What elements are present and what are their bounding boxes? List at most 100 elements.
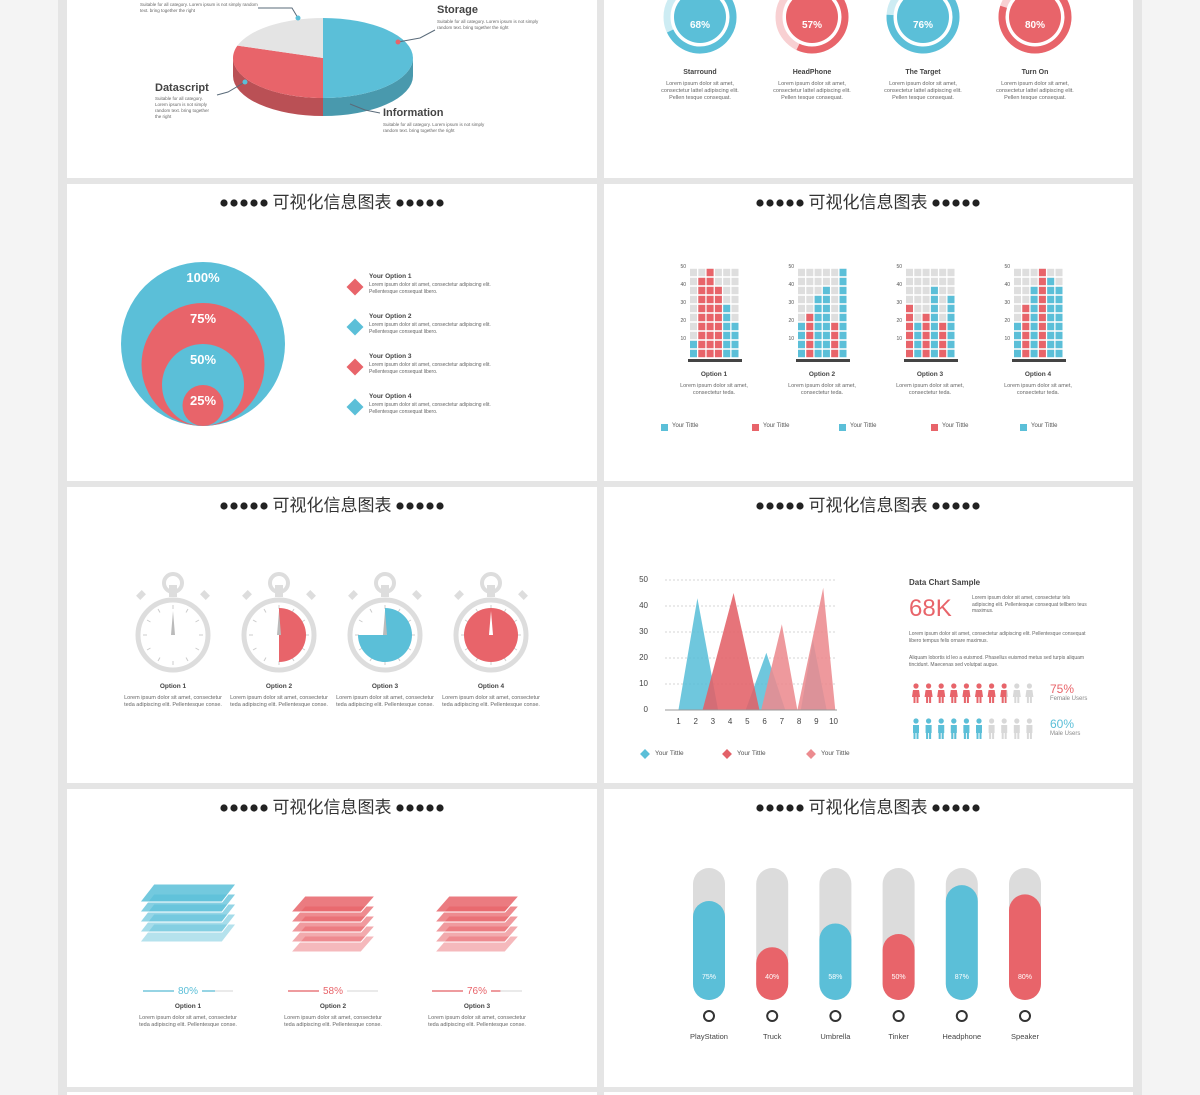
baseline xyxy=(796,359,850,362)
pill-label: 58% xyxy=(828,974,843,981)
option-diamond xyxy=(346,278,364,296)
person-body xyxy=(912,690,920,703)
watch-tick xyxy=(263,657,267,662)
cell xyxy=(706,322,714,331)
cell xyxy=(706,313,714,322)
cell xyxy=(1047,313,1055,322)
grid-cell xyxy=(939,268,947,277)
pill-fill xyxy=(945,885,978,1000)
title-dot xyxy=(406,804,414,812)
needle xyxy=(383,611,387,635)
title-dot xyxy=(260,502,268,510)
cell xyxy=(914,331,922,340)
ring-label: 80% xyxy=(1024,20,1045,31)
cell xyxy=(930,340,938,349)
slide-title: 可视化信息图表 xyxy=(808,496,928,515)
cell xyxy=(706,286,714,295)
grid-cell xyxy=(690,331,697,340)
crown xyxy=(480,572,502,594)
grid-cell xyxy=(947,286,955,295)
cell xyxy=(698,331,706,340)
cell xyxy=(714,304,722,313)
stat-name: Male Users xyxy=(1050,731,1081,737)
callout-line xyxy=(216,81,246,96)
column xyxy=(1014,322,1021,358)
column xyxy=(706,268,714,358)
legend-label: Your Tittle xyxy=(850,423,877,429)
title-dot xyxy=(260,199,268,207)
cell xyxy=(1047,340,1055,349)
pill-fill xyxy=(1009,894,1041,1000)
cell xyxy=(706,295,714,304)
pill-name: Truck xyxy=(762,1032,782,1041)
option-title: Your Option 4 xyxy=(369,393,412,400)
grid-cell xyxy=(914,268,922,277)
grid-cell xyxy=(814,277,822,286)
person-head xyxy=(938,718,944,724)
cell xyxy=(947,295,955,304)
column xyxy=(798,322,805,358)
cell xyxy=(1014,331,1021,340)
cell xyxy=(723,331,731,340)
cell xyxy=(839,340,847,349)
y-tick-label: 20 xyxy=(896,318,902,324)
pie-slice xyxy=(232,45,323,98)
cell xyxy=(698,349,706,358)
cell xyxy=(839,277,847,286)
cell xyxy=(930,349,938,358)
title-dot xyxy=(932,804,940,812)
stat-label: 75% xyxy=(1050,682,1075,696)
cell xyxy=(914,322,922,331)
watch-tick xyxy=(252,647,257,651)
grid-cell xyxy=(1014,268,1021,277)
grid-cell xyxy=(1022,277,1030,286)
cell xyxy=(1030,349,1038,358)
cell xyxy=(1030,295,1038,304)
crown xyxy=(268,572,290,594)
side-button xyxy=(412,590,422,600)
grid-cell xyxy=(922,268,930,277)
big-text: Lorem ipsum dolor sit amet, consectetur … xyxy=(972,595,1087,614)
cell xyxy=(1038,304,1046,313)
legend-label: Your Tittle xyxy=(942,423,969,429)
title-dot xyxy=(436,804,444,812)
cell xyxy=(706,331,714,340)
cell xyxy=(822,349,830,358)
cell xyxy=(939,322,947,331)
column xyxy=(930,286,938,358)
y-tick-label: 50 xyxy=(788,264,794,270)
option-diamond xyxy=(346,358,364,376)
title-dot xyxy=(766,804,774,812)
cell xyxy=(831,322,839,331)
cell xyxy=(922,331,930,340)
grid-cell xyxy=(930,268,938,277)
grid-cell xyxy=(814,286,822,295)
pill-fill xyxy=(882,934,915,1000)
needle xyxy=(489,611,493,635)
slide-title: 可视化信息图表 xyxy=(808,798,928,817)
cell xyxy=(798,331,805,340)
grid-cell xyxy=(723,295,731,304)
cell xyxy=(814,295,822,304)
person-body xyxy=(976,725,982,739)
cell xyxy=(831,331,839,340)
cell xyxy=(930,304,938,313)
person-body xyxy=(963,725,970,739)
pill-icon xyxy=(955,1010,968,1022)
slide-title: 可视化信息图表 xyxy=(272,798,392,817)
cell xyxy=(906,340,913,349)
person-head xyxy=(1026,718,1032,724)
slide-title: 可视化信息图表 xyxy=(808,193,928,212)
y-tick-label: 50 xyxy=(1004,264,1010,270)
column xyxy=(1022,304,1030,358)
chart-name: Option 3 xyxy=(916,371,944,378)
title-dot xyxy=(756,502,764,510)
cell xyxy=(831,340,839,349)
side-button xyxy=(518,590,528,600)
grid-cell xyxy=(914,277,922,286)
grid-cell xyxy=(714,277,722,286)
pill-label: 87% xyxy=(954,974,969,981)
y-tick-label: 40 xyxy=(788,282,794,288)
watch-tick xyxy=(146,619,151,623)
cell xyxy=(822,340,830,349)
